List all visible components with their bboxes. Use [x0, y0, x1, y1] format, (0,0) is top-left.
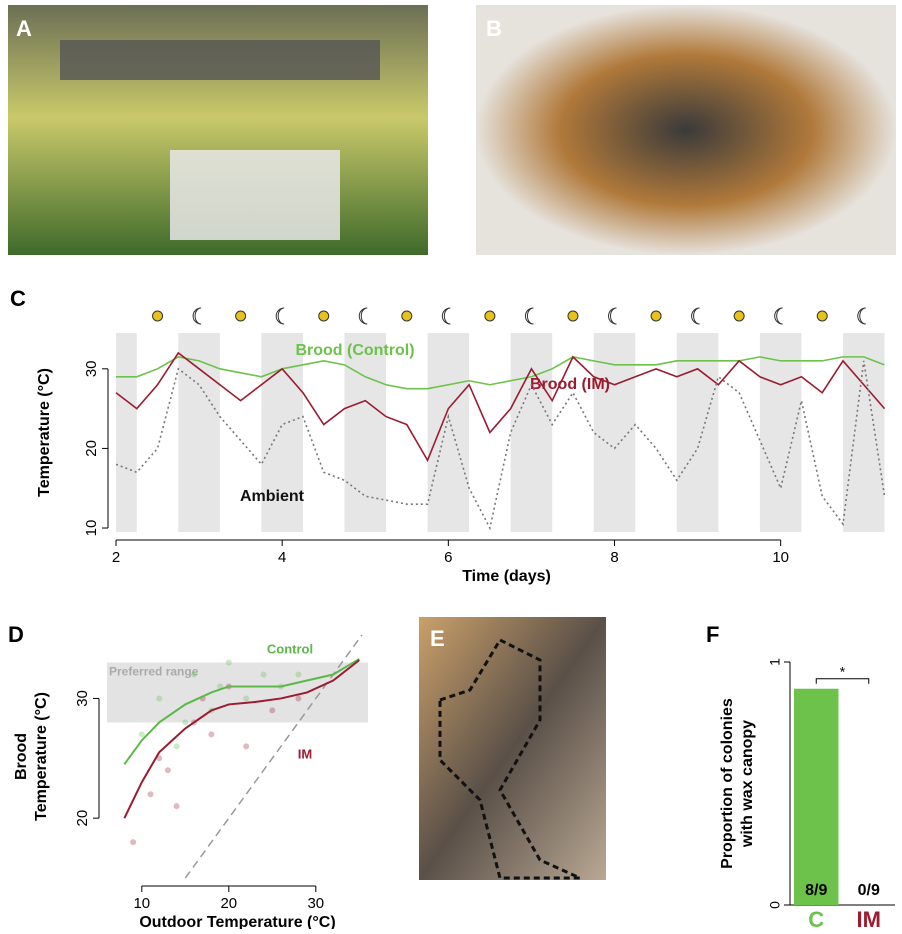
night-shading [759, 333, 802, 532]
scatter-point [156, 695, 163, 702]
panel-label: E [430, 626, 445, 651]
sun-icon [650, 310, 662, 322]
moon-icon [192, 307, 202, 325]
moon-icon [525, 307, 534, 325]
y-axis-label: Proportion of colonies [719, 698, 736, 869]
series-label: Brood (IM) [530, 376, 610, 393]
x-tick-label: 6 [444, 549, 452, 566]
photo-detail [170, 150, 340, 240]
moon-icon [691, 307, 700, 325]
category-label: C [808, 907, 824, 929]
series-line [123, 658, 360, 765]
photo-wax-canopy [419, 617, 606, 880]
x-tick-label: 2 [112, 549, 120, 566]
scatter-point [147, 791, 154, 798]
scatter-point [138, 731, 145, 738]
x-tick-label: 4 [278, 549, 286, 566]
series-line [116, 356, 885, 390]
x-axis-label: Time (days) [462, 568, 551, 585]
moon-icon [275, 307, 285, 325]
x-tick-label: 10 [133, 895, 150, 912]
night-shading [344, 333, 387, 532]
moon-icon [857, 307, 866, 325]
sun-icon [733, 310, 745, 322]
panel-label: F [706, 622, 719, 647]
bar [794, 688, 839, 905]
moon-icon [774, 307, 783, 325]
y-axis-label: with wax canopy [739, 720, 756, 848]
photo-detail [60, 40, 380, 80]
series-line [115, 351, 886, 463]
preferred-range [107, 662, 368, 723]
moon-icon [608, 307, 617, 325]
category-label: IM [857, 907, 881, 929]
panel-label: D [8, 622, 24, 647]
sun-icon [567, 310, 579, 322]
series-label: IM [298, 746, 312, 761]
x-tick-label: 20 [220, 895, 237, 912]
panel-label: C [10, 286, 26, 311]
scatter-point [295, 671, 302, 678]
x-tick-label: 10 [772, 549, 789, 566]
scatter-point [269, 707, 276, 714]
scatter-point [260, 671, 267, 678]
x-tick-label: 8 [610, 549, 618, 566]
moon-icon [358, 307, 368, 325]
x-axis-label: Outdoor Temperature (°C) [139, 914, 335, 929]
sun-icon [484, 310, 496, 322]
y-tick-label: 30 [83, 360, 100, 377]
scatter-point [173, 743, 180, 750]
photo-colony [476, 5, 896, 255]
series-line [115, 360, 886, 531]
significance-bracket [815, 678, 870, 684]
scatter-point [243, 695, 250, 702]
y-tick-label: 20 [74, 810, 91, 827]
y-tick-label: 1 [767, 658, 783, 666]
y-tick-label: 0 [767, 901, 783, 909]
y-tick-label: 20 [83, 440, 100, 457]
series-label: Ambient [240, 488, 305, 505]
significance-label: * [840, 663, 846, 679]
moon-icon [441, 307, 451, 325]
scatter-point [164, 767, 171, 774]
canopy-outline [438, 638, 581, 880]
x-tick-label: 30 [307, 895, 324, 912]
series-line [123, 659, 360, 819]
sun-icon [235, 310, 247, 322]
scatter-point [130, 839, 137, 846]
scatter-point [182, 719, 189, 726]
band-label: Preferred range [109, 665, 199, 679]
panel-label: A [16, 16, 32, 41]
sun-icon [816, 310, 828, 322]
scatter-point [243, 743, 250, 750]
y-axis-label: Temperature (°C) [36, 368, 53, 497]
series-label: Control [267, 641, 313, 656]
panel-label: B [486, 16, 502, 41]
sun-icon [401, 310, 413, 322]
y-axis-label: Brood [13, 733, 30, 780]
sun-icon [152, 310, 164, 322]
y-tick-label: 30 [74, 690, 91, 707]
scatter-point [208, 731, 215, 738]
series-label: Brood (Control) [295, 342, 414, 359]
value-label: 0/9 [858, 882, 880, 899]
night-shading [676, 333, 719, 532]
y-axis-label: Temperature (°C) [33, 692, 50, 821]
scatter-point [225, 659, 232, 666]
scatter-point [191, 671, 197, 678]
night-shading [178, 333, 220, 532]
value-label: 8/9 [805, 882, 827, 899]
sun-icon [318, 310, 330, 322]
scatter-point [295, 695, 302, 702]
night-shading [427, 333, 470, 532]
night-shading [510, 333, 553, 532]
night-shading [116, 333, 137, 532]
scatter-point [173, 803, 180, 810]
y-tick-label: 10 [83, 520, 100, 537]
